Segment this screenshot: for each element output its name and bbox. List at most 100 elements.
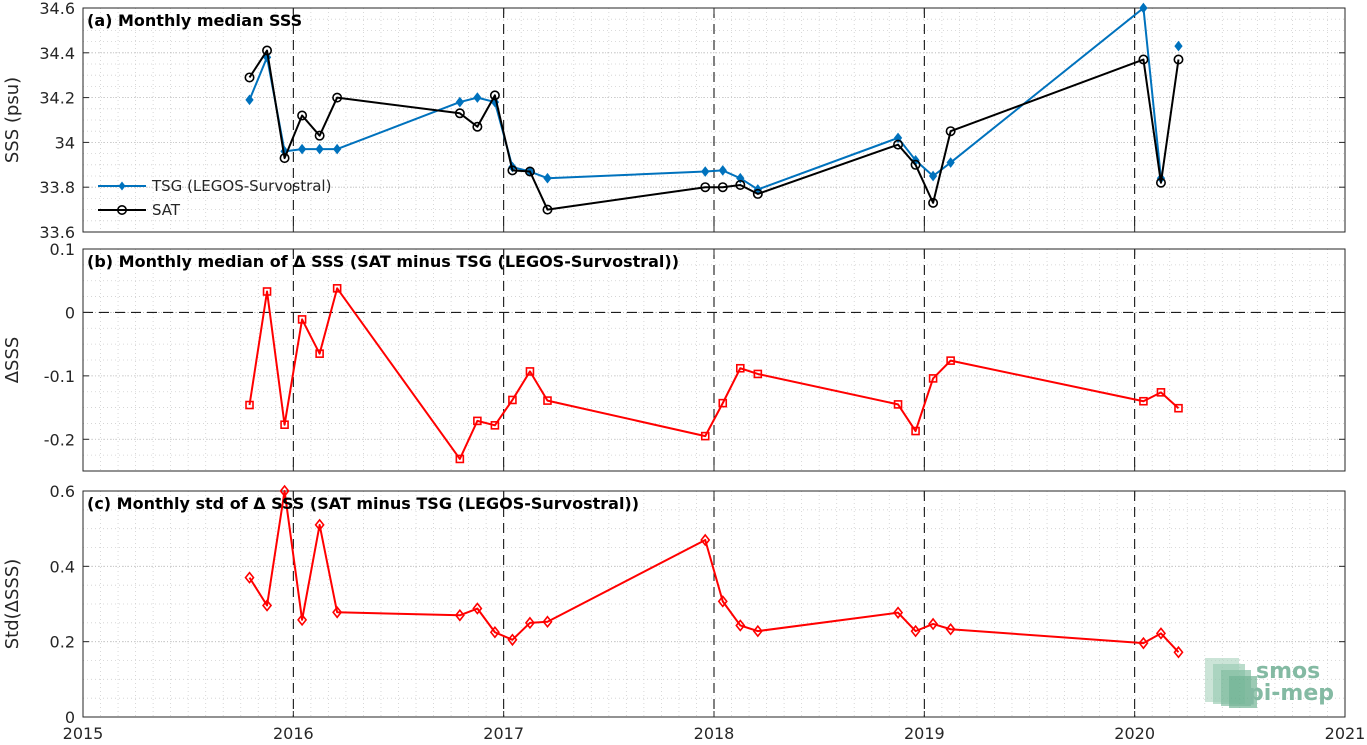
data-point [279, 153, 290, 164]
data-point [945, 126, 956, 137]
logo-text-smos: smos [1256, 659, 1320, 684]
y-tick-label: -0.2 [44, 430, 75, 449]
data-point [472, 602, 483, 615]
data-point [455, 96, 464, 108]
series-line [248, 490, 1180, 653]
panel-1: 33.6 33.8 34 34.2 34.4 34.6 SSS (psu) (a) Month… [2, 0, 1346, 242]
data-point [1155, 627, 1166, 640]
data-point [455, 454, 465, 464]
x-tick-label: 2020 [1114, 724, 1155, 743]
data-point [753, 369, 763, 379]
data-point [332, 284, 342, 293]
data-point [701, 166, 710, 177]
data-point [244, 72, 255, 83]
data-point [893, 139, 904, 150]
series-line [248, 7, 1162, 191]
data-point [315, 349, 324, 358]
data-point [893, 400, 903, 409]
data-point [700, 533, 711, 547]
y-tick-label: 0 [65, 303, 75, 322]
data-point [490, 421, 500, 430]
data-point [507, 165, 518, 176]
data-point [928, 374, 938, 383]
data-point [489, 625, 500, 639]
data-point [928, 197, 939, 208]
data-point [332, 92, 343, 103]
y-tick-label: 34.4 [39, 44, 75, 63]
data-point [1173, 54, 1184, 65]
x-tick-label: 2018 [694, 724, 735, 743]
data-point [700, 182, 711, 193]
data-point [1155, 177, 1166, 188]
data-point [911, 426, 920, 436]
data-point [1156, 388, 1166, 397]
data-point [279, 484, 290, 498]
panel-title: (c) Monthly std of Δ SSS (SAT minus TSG … [87, 494, 639, 513]
legend-marker [117, 205, 128, 216]
x-tick-label: 2016 [273, 724, 314, 743]
series-line [248, 49, 1180, 211]
y-axis-label: Std(ΔSSS) [2, 559, 23, 650]
x-tick-label: 2019 [904, 724, 945, 743]
data-point [752, 188, 763, 199]
data-point [945, 622, 956, 636]
data-point [507, 633, 518, 647]
data-point [472, 121, 483, 132]
data-point [1173, 645, 1184, 659]
legend-label: TSG (LEGOS-Survostral) [151, 177, 331, 195]
data-point [542, 204, 553, 215]
y-tick-label: -0.1 [44, 367, 75, 386]
panel-title: (a) Monthly median SSS [87, 11, 302, 30]
logo-text-pi-mep: pi-mep [1248, 681, 1334, 706]
data-point [718, 398, 728, 408]
x-tick-label: 2017 [483, 724, 524, 743]
data-point [333, 143, 342, 155]
data-point [1174, 403, 1183, 413]
data-point [314, 518, 325, 532]
data-point [893, 606, 904, 619]
data-point [735, 363, 745, 373]
panel-2: -0.2 -0.1 0 0.1 ΔSSS (b) Monthly median of Δ … [2, 240, 1346, 472]
data-point [1138, 54, 1149, 65]
y-tick-label: 34.2 [39, 89, 75, 108]
y-tick-label: 34.6 [39, 0, 75, 18]
x-tick-label: 2021 [1325, 724, 1366, 743]
data-point [718, 165, 727, 176]
data-point [717, 595, 728, 608]
y-tick-label: 33.8 [39, 178, 75, 197]
legend-label: SAT [152, 201, 181, 219]
data-point [735, 619, 746, 632]
data-point [1174, 40, 1183, 52]
data-point [297, 110, 308, 121]
y-tick-label: 33.6 [39, 223, 75, 242]
y-axis-label: SSS (psu) [2, 77, 23, 163]
data-point [454, 609, 465, 622]
data-point [1139, 2, 1148, 14]
panel-title: (b) Monthly median of Δ SSS (SAT minus T… [87, 252, 679, 271]
data-point [1139, 396, 1148, 406]
y-tick-label: 34 [55, 133, 75, 152]
y-tick-label: 0 [65, 708, 75, 727]
grid [83, 248, 1345, 471]
series-line [248, 287, 1180, 460]
data-point [262, 45, 273, 56]
data-point [928, 170, 938, 182]
grid [83, 490, 1345, 718]
logo-wave-block [1229, 676, 1257, 708]
data-point [910, 159, 921, 170]
data-point [473, 416, 482, 426]
data-point [752, 624, 763, 638]
data-point [280, 420, 289, 429]
data-point [928, 617, 939, 631]
series-delta-sss [245, 284, 1183, 464]
data-point [297, 315, 307, 324]
y-axis-label: ΔSSS [2, 337, 23, 384]
data-point [735, 179, 746, 190]
data-point [700, 431, 710, 441]
data-point [525, 367, 535, 376]
y-tick-label: 0.1 [50, 240, 75, 259]
series-sat [244, 45, 1184, 215]
series-tsg-legos-survostral [245, 2, 1183, 195]
